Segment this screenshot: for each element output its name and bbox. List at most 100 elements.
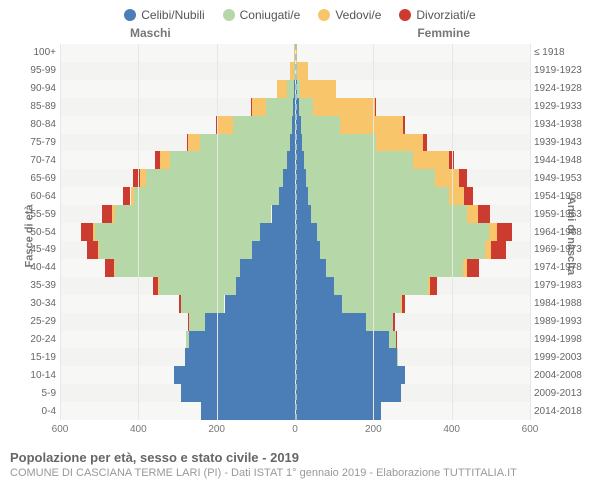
male-vedovi-seg <box>114 259 115 277</box>
male-vedovi-seg <box>140 169 146 187</box>
grid-line <box>138 44 139 420</box>
male-celibi-seg <box>181 384 295 402</box>
female-vedovi-seg <box>297 62 308 80</box>
male-celibi-seg <box>260 223 295 241</box>
male-coniugati-seg <box>99 241 252 259</box>
legend: Celibi/Nubili Coniugati/e Vedovi/e Divorzia… <box>0 0 600 26</box>
male-coniugati-seg <box>200 134 290 152</box>
male-divorziati-seg <box>187 134 189 152</box>
chart-footer: Popolazione per età, sesso e stato civil… <box>0 446 600 479</box>
age-label: 15-19 <box>2 352 56 363</box>
grid-line <box>530 44 531 420</box>
female-coniugati-seg <box>308 187 449 205</box>
plot-area: 100+≤ 191895-991919-192390-941924-192885… <box>60 44 530 420</box>
legend-item: Celibi/Nubili <box>124 8 204 22</box>
female-coniugati-seg <box>317 223 489 241</box>
legend-label: Coniugati/e <box>240 8 301 22</box>
center-line <box>295 44 297 420</box>
female-coniugati-seg <box>299 98 313 116</box>
male-divorziati-seg <box>102 205 112 223</box>
female-divorziati-seg <box>478 205 490 223</box>
age-label: 95-99 <box>2 65 56 76</box>
female-coniugati-seg <box>366 313 393 331</box>
female-celibi-seg <box>295 348 397 366</box>
birth-year-label: 1969-1973 <box>534 244 598 255</box>
age-label: 45-49 <box>2 244 56 255</box>
male-vedovi-seg <box>98 241 100 259</box>
legend-item: Vedovi/e <box>318 8 381 22</box>
male-celibi-seg <box>225 295 296 313</box>
legend-swatch <box>399 9 411 21</box>
female-celibi-seg <box>295 313 366 331</box>
male-vedovi-seg <box>188 134 200 152</box>
age-label: 25-29 <box>2 316 56 327</box>
grid-line <box>373 44 374 420</box>
birth-year-label: 1934-1938 <box>534 119 598 130</box>
birth-year-label: 1919-1923 <box>534 65 598 76</box>
grid-line <box>217 44 218 420</box>
female-divorziati-seg <box>464 187 473 205</box>
birth-year-label: 1974-1978 <box>534 262 598 273</box>
age-label: 50-54 <box>2 227 56 238</box>
age-label: 85-89 <box>2 101 56 112</box>
male-coniugati-seg <box>189 313 205 331</box>
x-tick: 200 <box>365 424 382 435</box>
male-coniugati-seg <box>146 169 283 187</box>
birth-year-label: 2014-2018 <box>534 406 598 417</box>
female-vedovi-seg <box>467 205 478 223</box>
male-vedovi-seg <box>290 62 295 80</box>
male-celibi-seg <box>279 187 295 205</box>
birth-year-label: 1954-1958 <box>534 191 598 202</box>
birth-year-label: 1959-1963 <box>534 209 598 220</box>
female-divorziati-seg <box>497 223 512 241</box>
female-divorziati-seg <box>423 134 426 152</box>
female-divorziati-seg <box>393 313 395 331</box>
male-coniugati-seg <box>181 295 224 313</box>
legend-swatch <box>318 9 330 21</box>
birth-year-label: 1949-1953 <box>534 173 598 184</box>
female-celibi-seg <box>295 259 326 277</box>
birth-year-label: 1944-1948 <box>534 155 598 166</box>
birth-year-label: 1929-1933 <box>534 101 598 112</box>
birth-year-label: 1999-2003 <box>534 352 598 363</box>
x-tick: 600 <box>522 424 539 435</box>
male-vedovi-seg <box>160 151 170 169</box>
male-divorziati-seg <box>123 187 131 205</box>
female-coniugati-seg <box>302 134 376 152</box>
birth-year-label: ≤ 1918 <box>534 47 598 58</box>
birth-year-label: 1989-1993 <box>534 316 598 327</box>
female-coniugati-seg <box>397 348 398 366</box>
female-vedovi-seg <box>376 134 423 152</box>
male-coniugati-seg <box>186 331 189 349</box>
female-vedovi-seg <box>340 116 403 134</box>
birth-year-label: 1964-1968 <box>534 227 598 238</box>
female-divorziati-seg <box>491 241 507 259</box>
legend-item: Divorziati/e <box>399 8 475 22</box>
grid-line <box>452 44 453 420</box>
male-celibi-seg <box>236 277 295 295</box>
male-celibi-seg <box>240 259 295 277</box>
age-label: 10-14 <box>2 370 56 381</box>
male-divorziati-seg <box>251 98 252 116</box>
birth-year-label: 1984-1988 <box>534 298 598 309</box>
male-celibi-seg <box>174 366 295 384</box>
age-label: 90-94 <box>2 83 56 94</box>
female-divorziati-seg <box>459 169 467 187</box>
chart-title: Popolazione per età, sesso e stato civil… <box>10 450 590 465</box>
grid-line <box>60 44 61 420</box>
male-coniugati-seg <box>233 116 292 134</box>
male-coniugati-seg <box>287 80 294 98</box>
chart-subtitle: COMUNE DI CASCIANA TERME LARI (PI) - Dat… <box>10 467 590 479</box>
female-celibi-seg <box>295 402 381 420</box>
female-coniugati-seg <box>320 241 485 259</box>
age-label: 55-59 <box>2 209 56 220</box>
age-label: 5-9 <box>2 388 56 399</box>
female-vedovi-seg <box>300 80 335 98</box>
male-divorziati-seg <box>105 259 114 277</box>
x-tick: 200 <box>208 424 225 435</box>
female-celibi-seg <box>295 295 342 313</box>
age-label: 70-74 <box>2 155 56 166</box>
male-celibi-seg <box>287 151 295 169</box>
female-label: Femmine <box>417 26 470 40</box>
legend-label: Celibi/Nubili <box>141 8 204 22</box>
